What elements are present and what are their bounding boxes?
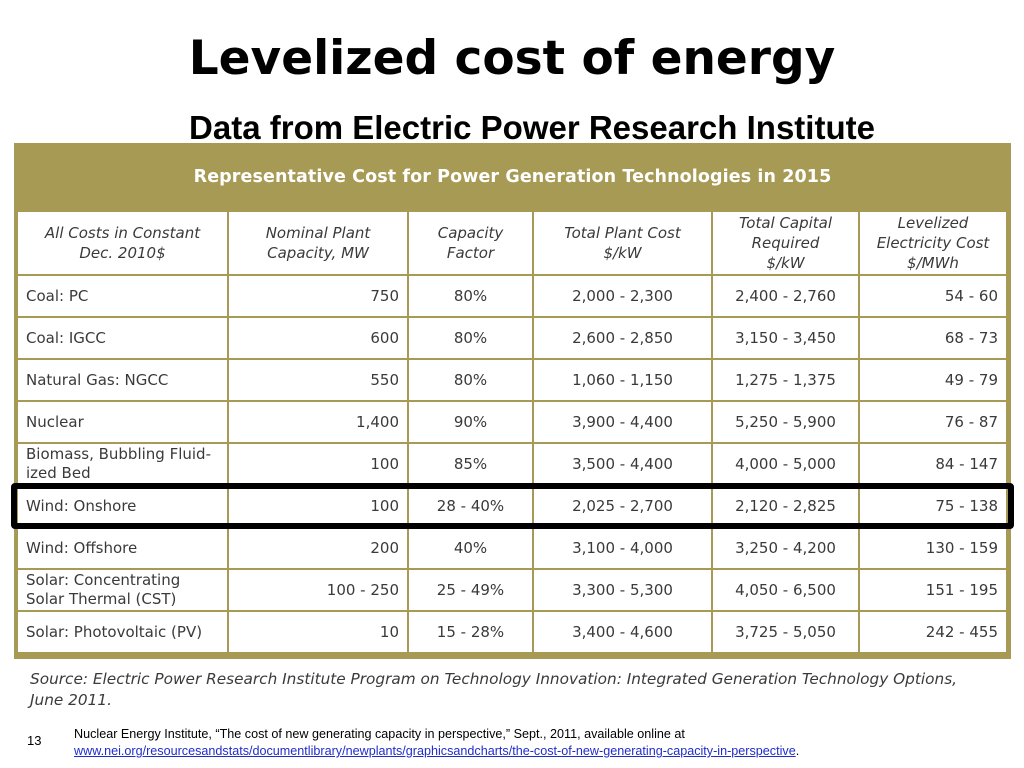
cost-table-panel: Representative Cost for Power Generation…	[14, 143, 1011, 659]
header-line: $/kW	[766, 254, 805, 272]
capacity-cell: 100	[228, 485, 408, 527]
lcoe-cell: 84 - 147	[859, 443, 1007, 485]
plant-cost-cell: 3,900 - 4,400	[533, 401, 712, 443]
lcoe-cell: 68 - 73	[859, 317, 1007, 359]
tech-name-cell: Natural Gas: NGCC	[17, 359, 228, 401]
capacity-cell: 200	[228, 527, 408, 569]
table-caption: Representative Cost for Power Generation…	[193, 167, 832, 187]
tech-name-cell: Wind: Offshore	[17, 527, 228, 569]
capacity-cell: 100 - 250	[228, 569, 408, 611]
header-total-plant-cost: Total Plant Cost $/kW	[533, 211, 712, 275]
tech-name-cell: Coal: IGCC	[17, 317, 228, 359]
capacity-cell: 10	[228, 611, 408, 653]
capital-cost-cell: 1,275 - 1,375	[712, 359, 859, 401]
plant-cost-cell: 2,025 - 2,700	[533, 485, 712, 527]
table-row: Biomass, Bubbling Fluid-ized Bed 100 85% 3,…	[17, 443, 1007, 485]
header-capacity-factor: Capacity Factor	[408, 211, 533, 275]
table-row: Coal: PC 750 80% 2,000 - 2,300 2,400 - 2,760…	[17, 275, 1007, 317]
tech-name-cell: Nuclear	[17, 401, 228, 443]
header-line: $/kW	[603, 244, 642, 262]
header-line: $/MWh	[907, 254, 959, 272]
table-row: Solar: Photovoltaic (PV) 10 15 - 28% 3,400 …	[17, 611, 1007, 653]
capital-cost-cell: 4,050 - 6,500	[712, 569, 859, 611]
header-line: Dec. 2010$	[79, 244, 166, 262]
source-note: Source: Electric Power Research Institut…	[30, 670, 958, 709]
slide-number: 13	[27, 733, 42, 748]
lcoe-cell: 151 - 195	[859, 569, 1007, 611]
capacity-factor-cell: 40%	[408, 527, 533, 569]
header-costs-basis: All Costs in Constant Dec. 2010$	[17, 211, 228, 275]
header-levelized-cost: Levelized Electricity Cost $/MWh	[859, 211, 1007, 275]
footnote: Nuclear Energy Institute, “The cost of n…	[74, 726, 1019, 760]
capital-cost-cell: 2,120 - 2,825	[712, 485, 859, 527]
capital-cost-cell: 2,400 - 2,760	[712, 275, 859, 317]
footnote-end: .	[795, 744, 800, 758]
header-line: Total Plant Cost	[564, 224, 681, 242]
lcoe-cell: 242 - 455	[859, 611, 1007, 653]
tech-name-cell: Wind: Onshore	[17, 485, 228, 527]
capacity-factor-cell: 28 - 40%	[408, 485, 533, 527]
capacity-factor-cell: 80%	[408, 275, 533, 317]
plant-cost-cell: 2,000 - 2,300	[533, 275, 712, 317]
table-row: Wind: Offshore 200 40% 3,100 - 4,000 3,250 -…	[17, 527, 1007, 569]
lcoe-cell: 76 - 87	[859, 401, 1007, 443]
capital-cost-cell: 3,725 - 5,050	[712, 611, 859, 653]
header-line: All Costs in Constant	[44, 224, 201, 242]
capital-cost-cell: 5,250 - 5,900	[712, 401, 859, 443]
header-line: Electricity Cost	[876, 234, 990, 252]
capital-cost-cell: 4,000 - 5,000	[712, 443, 859, 485]
header-line: Levelized	[897, 214, 969, 232]
header-total-capital: Total Capital Required $/kW	[712, 211, 859, 275]
lcoe-cell: 75 - 138	[859, 485, 1007, 527]
table-row: Coal: IGCC 600 80% 2,600 - 2,850 3,150 - 3,4…	[17, 317, 1007, 359]
table-row: Wind: Onshore 100 28 - 40% 2,025 - 2,700 2,1…	[17, 485, 1007, 527]
capacity-factor-cell: 25 - 49%	[408, 569, 533, 611]
header-line: Total Capital	[738, 214, 833, 232]
plant-cost-cell: 3,400 - 4,600	[533, 611, 712, 653]
table-row: Natural Gas: NGCC 550 80% 1,060 - 1,150 1,27…	[17, 359, 1007, 401]
plant-cost-cell: 3,300 - 5,300	[533, 569, 712, 611]
tech-name-cell: Solar: Photovoltaic (PV)	[17, 611, 228, 653]
slide-subtitle: Data from Electric Power Research Instit…	[189, 109, 875, 146]
tech-name-cell: Coal: PC	[17, 275, 228, 317]
capacity-cell: 550	[228, 359, 408, 401]
capital-cost-cell: 3,250 - 4,200	[712, 527, 859, 569]
tech-name-cell: Solar: Concentrating Solar Thermal (CST)	[17, 569, 228, 611]
table-row: Solar: Concentrating Solar Thermal (CST)…	[17, 569, 1007, 611]
table-row: Nuclear 1,400 90% 3,900 - 4,400 5,250 - 5,90…	[17, 401, 1007, 443]
slide-title: Levelized cost of energy	[188, 31, 836, 86]
lcoe-cell: 54 - 60	[859, 275, 1007, 317]
plant-cost-cell: 1,060 - 1,150	[533, 359, 712, 401]
header-line: Nominal Plant	[265, 224, 371, 242]
capacity-cell: 750	[228, 275, 408, 317]
capacity-factor-cell: 85%	[408, 443, 533, 485]
capacity-factor-cell: 80%	[408, 359, 533, 401]
tech-name-cell: Biomass, Bubbling Fluid-ized Bed	[17, 443, 228, 485]
footnote-link[interactable]: www.nei.org/resourcesandstats/documentli…	[74, 744, 796, 758]
capacity-cell: 1,400	[228, 401, 408, 443]
capacity-cell: 100	[228, 443, 408, 485]
capacity-cell: 600	[228, 317, 408, 359]
plant-cost-cell: 3,500 - 4,400	[533, 443, 712, 485]
lcoe-cell: 49 - 79	[859, 359, 1007, 401]
plant-cost-cell: 3,100 - 4,000	[533, 527, 712, 569]
footnote-text: Nuclear Energy Institute, “The cost of n…	[74, 727, 685, 741]
header-line: Capacity	[437, 224, 504, 242]
capacity-factor-cell: 15 - 28%	[408, 611, 533, 653]
capacity-factor-cell: 90%	[408, 401, 533, 443]
header-nominal-capacity: Nominal Plant Capacity, MW	[228, 211, 408, 275]
header-line: Required	[751, 234, 820, 252]
header-row: All Costs in Constant Dec. 2010$ Nominal P…	[17, 211, 1007, 275]
header-line: Capacity, MW	[267, 244, 369, 262]
capital-cost-cell: 3,150 - 3,450	[712, 317, 859, 359]
capacity-factor-cell: 80%	[408, 317, 533, 359]
header-line: Factor	[446, 244, 495, 262]
plant-cost-cell: 2,600 - 2,850	[533, 317, 712, 359]
cost-table: All Costs in Constant Dec. 2010$ Nominal P…	[17, 211, 1007, 653]
lcoe-cell: 130 - 159	[859, 527, 1007, 569]
